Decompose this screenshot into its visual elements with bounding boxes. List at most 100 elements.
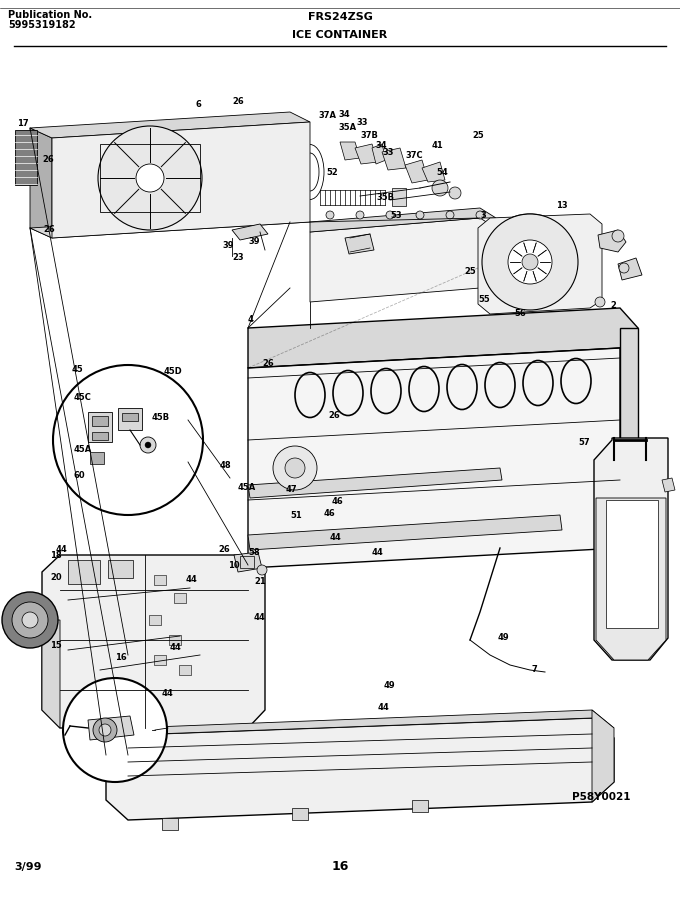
Text: 7: 7 (532, 665, 538, 674)
Text: 20: 20 (50, 573, 62, 582)
Polygon shape (478, 214, 602, 314)
Text: 44: 44 (372, 548, 384, 557)
Text: 44: 44 (56, 545, 68, 554)
Text: 3: 3 (480, 211, 486, 220)
Circle shape (605, 309, 615, 319)
Text: 18: 18 (50, 551, 62, 560)
Text: Publication No.: Publication No. (8, 10, 92, 20)
Polygon shape (310, 208, 496, 232)
Text: 26: 26 (262, 359, 274, 368)
Polygon shape (372, 144, 386, 164)
Text: 57: 57 (578, 438, 590, 447)
Text: 44: 44 (330, 533, 342, 542)
Text: FRS24ZSG: FRS24ZSG (307, 12, 373, 22)
Text: 16: 16 (331, 860, 349, 873)
Text: 37C: 37C (405, 151, 423, 160)
Text: 25: 25 (472, 131, 483, 140)
Bar (162, 818, 178, 830)
Text: 34: 34 (375, 141, 387, 150)
Text: 16: 16 (115, 653, 126, 662)
Text: 45: 45 (72, 365, 84, 374)
Circle shape (63, 678, 167, 782)
Text: 2: 2 (610, 301, 616, 310)
Bar (100, 144, 200, 212)
Text: 46: 46 (332, 497, 344, 506)
Polygon shape (422, 162, 445, 182)
Text: 5995319182: 5995319182 (8, 20, 75, 30)
Circle shape (136, 164, 164, 192)
Text: 25: 25 (464, 267, 476, 276)
Polygon shape (232, 224, 268, 240)
Circle shape (508, 240, 552, 284)
Text: 44: 44 (162, 689, 174, 698)
Text: 33: 33 (356, 118, 367, 127)
Circle shape (273, 446, 317, 490)
Bar (412, 800, 428, 812)
Circle shape (93, 718, 117, 742)
Text: 6: 6 (195, 100, 201, 109)
Text: 49: 49 (384, 681, 396, 690)
Text: P58Y0021: P58Y0021 (572, 792, 630, 802)
Polygon shape (234, 552, 262, 572)
Polygon shape (345, 234, 374, 254)
Bar (149, 615, 161, 625)
Text: 34: 34 (338, 110, 350, 119)
Polygon shape (594, 438, 668, 660)
Bar (15, 130, 37, 185)
Circle shape (476, 211, 484, 219)
Text: 26: 26 (232, 97, 243, 106)
Polygon shape (52, 122, 310, 238)
Text: 26: 26 (42, 155, 54, 164)
Text: 44: 44 (254, 613, 266, 622)
Polygon shape (106, 718, 614, 820)
Bar (169, 635, 181, 645)
Circle shape (522, 254, 538, 270)
Polygon shape (30, 112, 310, 138)
Circle shape (386, 211, 394, 219)
Text: 48: 48 (220, 461, 232, 470)
Text: 44: 44 (378, 703, 390, 712)
Text: 15: 15 (50, 641, 62, 650)
Polygon shape (248, 348, 620, 568)
Text: 41: 41 (432, 141, 444, 150)
Polygon shape (248, 468, 502, 498)
Bar (90, 452, 104, 464)
Circle shape (99, 724, 111, 736)
Text: 53: 53 (390, 211, 402, 220)
Text: 23: 23 (232, 253, 243, 262)
Circle shape (140, 437, 156, 453)
Polygon shape (88, 716, 134, 740)
Text: 52: 52 (326, 168, 338, 177)
Text: 33: 33 (382, 148, 394, 157)
Circle shape (482, 214, 578, 310)
Circle shape (356, 211, 364, 219)
Circle shape (2, 592, 58, 648)
Bar (174, 593, 186, 603)
Text: 47: 47 (286, 485, 298, 494)
Text: 45A: 45A (74, 445, 92, 454)
Text: 26: 26 (218, 545, 230, 554)
Polygon shape (598, 230, 626, 252)
Text: ICE CONTAINER: ICE CONTAINER (292, 30, 388, 40)
Bar (118, 408, 142, 430)
Polygon shape (620, 328, 638, 548)
Circle shape (145, 442, 151, 448)
Text: 21: 21 (254, 577, 266, 586)
Circle shape (449, 187, 461, 199)
Text: 17: 17 (17, 119, 29, 128)
Text: 4: 4 (248, 315, 254, 324)
Text: 35A: 35A (338, 123, 356, 132)
Circle shape (416, 211, 424, 219)
Text: 39: 39 (248, 237, 260, 246)
Bar (92, 432, 108, 440)
Polygon shape (340, 142, 360, 160)
Text: 49: 49 (498, 633, 509, 642)
Text: 44: 44 (170, 643, 182, 652)
Circle shape (446, 211, 454, 219)
Text: 26: 26 (328, 411, 340, 420)
Bar (108, 560, 133, 578)
Text: 60: 60 (74, 471, 86, 480)
Text: 26: 26 (43, 225, 55, 234)
Circle shape (508, 240, 552, 284)
Bar (154, 655, 166, 665)
